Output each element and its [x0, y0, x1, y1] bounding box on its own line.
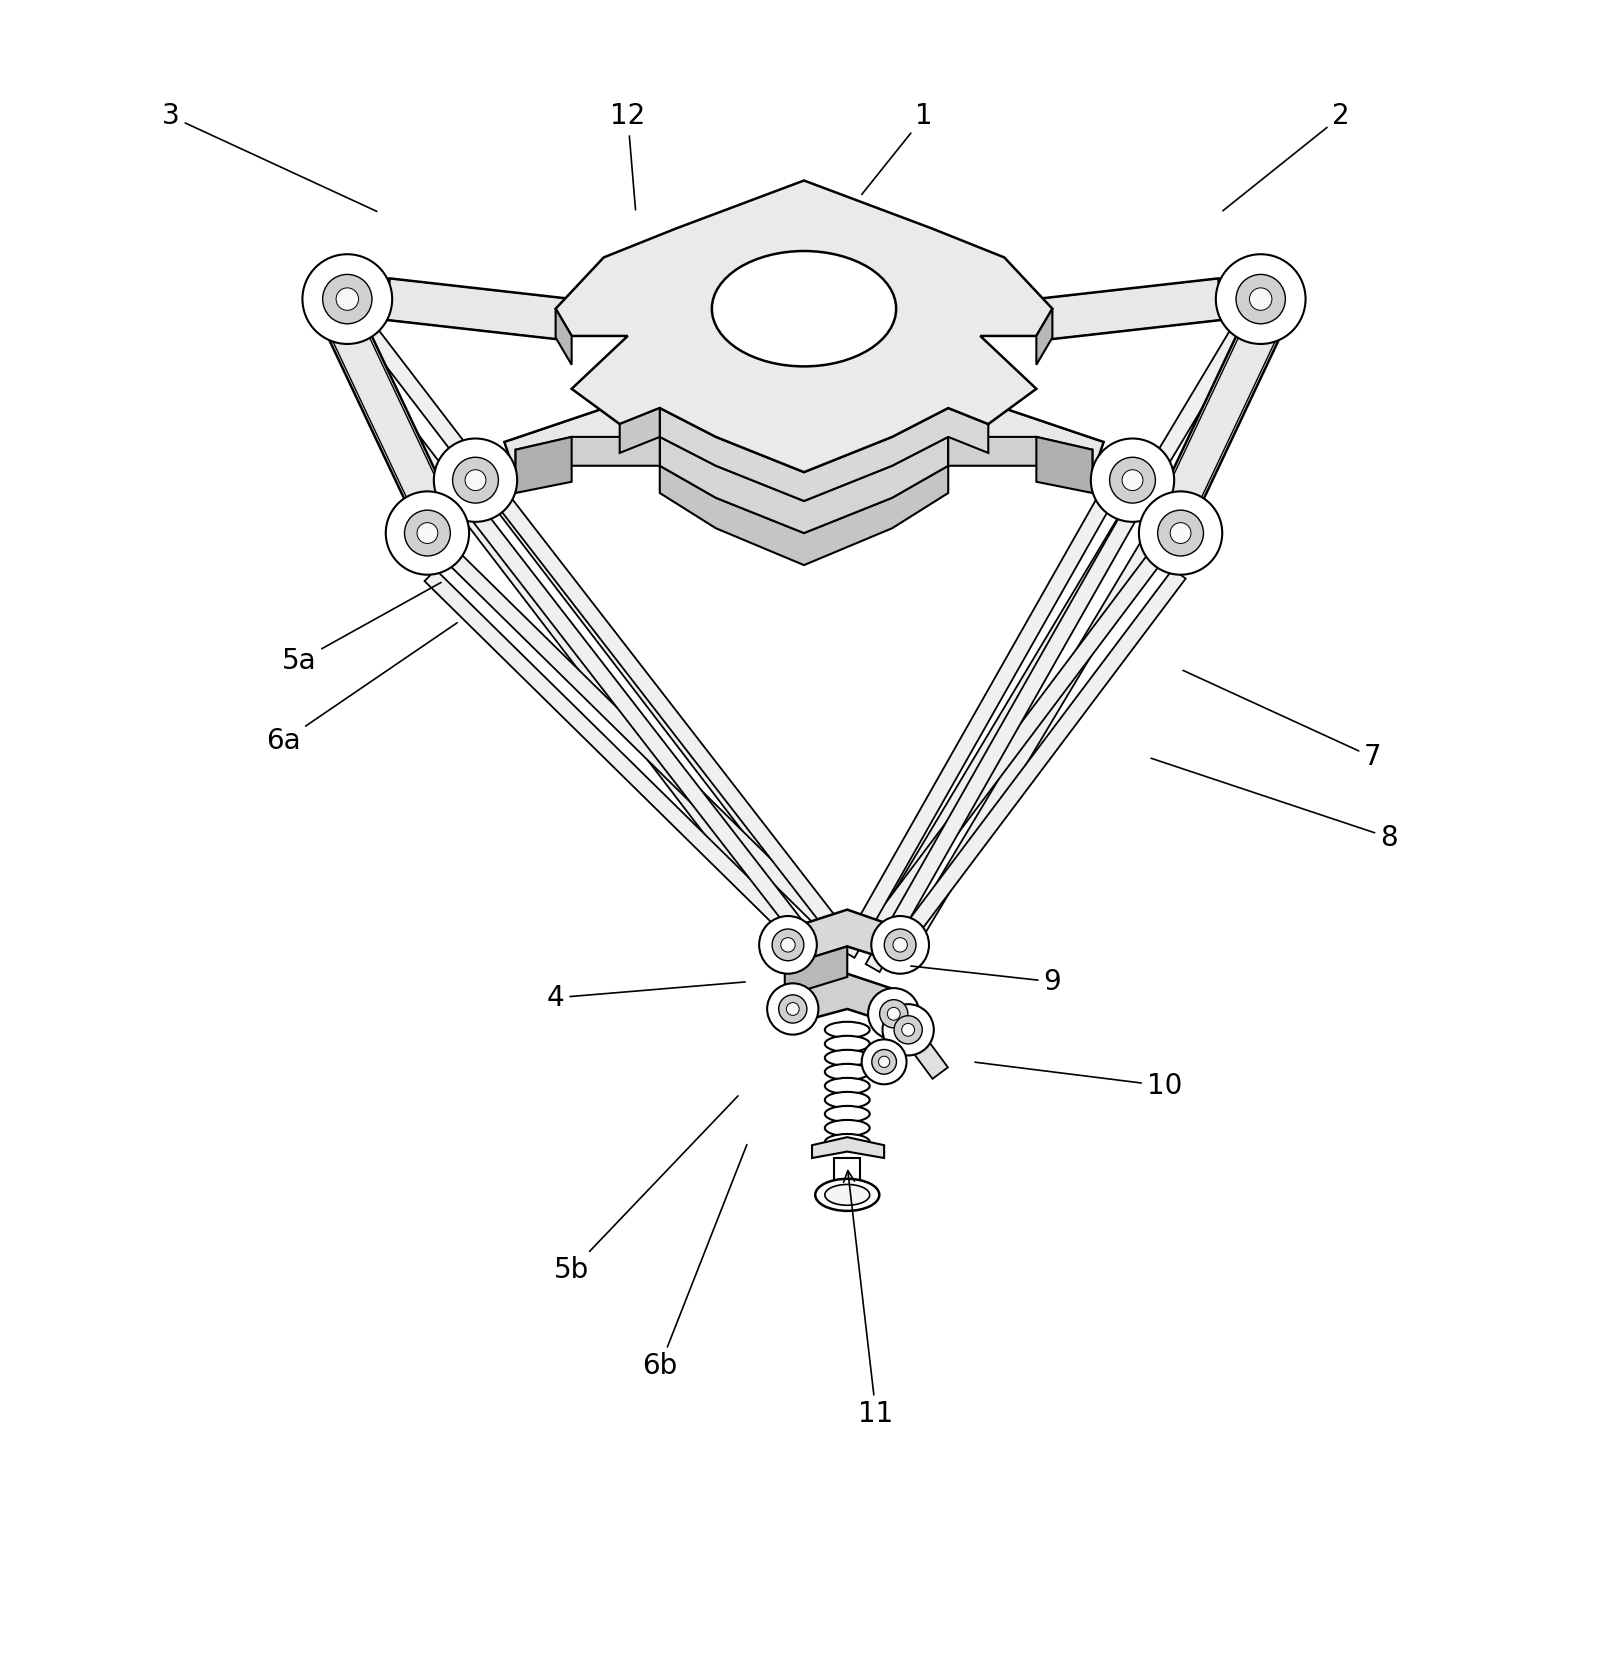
Circle shape [386, 491, 469, 574]
Circle shape [767, 984, 818, 1035]
Circle shape [336, 289, 358, 310]
Circle shape [861, 1040, 906, 1085]
Circle shape [452, 458, 498, 503]
Circle shape [323, 274, 371, 324]
Circle shape [879, 1000, 908, 1029]
Polygon shape [556, 181, 1051, 473]
Polygon shape [812, 1136, 884, 1158]
Text: 4: 4 [546, 982, 744, 1012]
Polygon shape [1035, 309, 1051, 365]
Polygon shape [384, 279, 574, 340]
Circle shape [871, 1050, 897, 1073]
Circle shape [868, 989, 919, 1040]
Circle shape [786, 1002, 799, 1015]
Ellipse shape [824, 1078, 869, 1093]
Polygon shape [834, 1158, 860, 1190]
Ellipse shape [824, 1107, 869, 1121]
Text: 12: 12 [609, 103, 644, 209]
Circle shape [1249, 289, 1271, 310]
Circle shape [1090, 438, 1173, 523]
Polygon shape [900, 1024, 948, 1078]
Circle shape [887, 1007, 900, 1020]
Circle shape [893, 1015, 922, 1044]
Circle shape [759, 916, 816, 974]
Polygon shape [784, 947, 847, 995]
Ellipse shape [824, 1022, 869, 1039]
Polygon shape [982, 405, 1102, 479]
Circle shape [1122, 469, 1143, 491]
Polygon shape [619, 408, 659, 453]
Polygon shape [893, 343, 1273, 962]
Circle shape [871, 916, 929, 974]
Polygon shape [659, 408, 988, 501]
Polygon shape [336, 343, 816, 964]
Text: 6b: 6b [641, 1145, 746, 1380]
Ellipse shape [824, 1063, 869, 1080]
Polygon shape [784, 909, 916, 966]
Text: 9: 9 [910, 966, 1061, 995]
Polygon shape [362, 325, 842, 946]
Circle shape [781, 937, 795, 952]
Polygon shape [881, 569, 1184, 967]
Circle shape [902, 1024, 914, 1037]
Ellipse shape [712, 251, 895, 367]
Polygon shape [659, 466, 948, 566]
Polygon shape [1033, 279, 1223, 340]
Circle shape [405, 509, 450, 556]
Circle shape [1109, 458, 1155, 503]
Text: 5a: 5a [281, 582, 440, 675]
Text: 3: 3 [162, 103, 376, 211]
Ellipse shape [824, 1185, 869, 1206]
Text: 10: 10 [974, 1062, 1181, 1100]
Text: 11: 11 [844, 1171, 893, 1428]
Circle shape [1236, 274, 1284, 324]
Polygon shape [865, 513, 1135, 972]
Polygon shape [556, 309, 572, 365]
Ellipse shape [824, 1050, 869, 1065]
Text: 7: 7 [1183, 670, 1380, 771]
Text: 8: 8 [1151, 758, 1396, 851]
Circle shape [1215, 254, 1305, 343]
Circle shape [771, 929, 804, 961]
Circle shape [1138, 491, 1221, 574]
Circle shape [884, 929, 916, 961]
Ellipse shape [815, 1180, 879, 1211]
Polygon shape [474, 513, 834, 972]
Polygon shape [787, 974, 905, 1025]
Text: 6a: 6a [265, 622, 456, 755]
Circle shape [1170, 523, 1191, 544]
Polygon shape [497, 496, 857, 954]
Polygon shape [659, 436, 948, 533]
Polygon shape [858, 551, 1162, 949]
Polygon shape [840, 498, 1110, 957]
Ellipse shape [824, 1120, 869, 1136]
Polygon shape [516, 436, 659, 476]
Circle shape [434, 438, 517, 523]
Polygon shape [1035, 436, 1091, 493]
Circle shape [877, 1057, 889, 1067]
Ellipse shape [824, 1135, 869, 1150]
Circle shape [1157, 509, 1202, 556]
Circle shape [778, 995, 807, 1024]
Polygon shape [424, 569, 829, 969]
Polygon shape [866, 327, 1245, 946]
Ellipse shape [824, 1035, 869, 1052]
Polygon shape [505, 405, 625, 479]
Circle shape [464, 469, 485, 491]
Polygon shape [445, 549, 850, 949]
Text: 2: 2 [1221, 103, 1348, 211]
Circle shape [416, 523, 437, 544]
Polygon shape [948, 436, 1091, 476]
Polygon shape [516, 436, 572, 493]
Circle shape [892, 937, 906, 952]
Circle shape [302, 254, 392, 343]
Text: 1: 1 [861, 103, 932, 194]
Text: 5b: 5b [554, 1097, 738, 1284]
Circle shape [882, 1004, 934, 1055]
Polygon shape [1162, 322, 1278, 509]
Polygon shape [329, 322, 445, 509]
Ellipse shape [824, 1092, 869, 1108]
